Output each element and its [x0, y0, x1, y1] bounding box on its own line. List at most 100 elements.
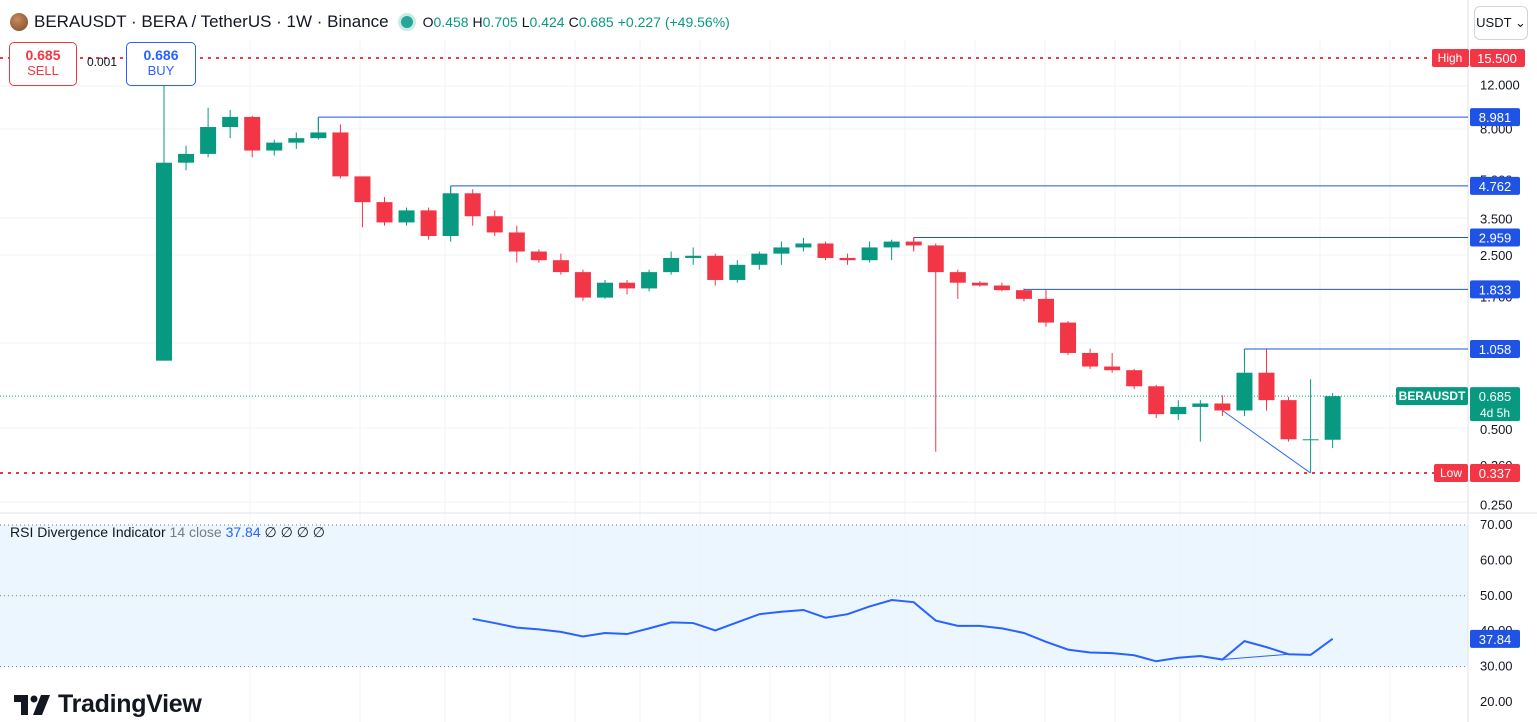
candle-body — [376, 202, 393, 223]
candle-body — [442, 193, 459, 237]
candle-body — [1236, 372, 1253, 411]
candle-body — [1082, 352, 1099, 367]
price-tick: 0.250 — [1480, 497, 1513, 512]
candle-body — [817, 243, 834, 258]
candle-body — [993, 285, 1010, 291]
market-status-icon[interactable] — [400, 16, 413, 28]
level-axis-label: 4.762 — [1479, 179, 1512, 194]
candle-body — [663, 257, 680, 273]
candle-body — [1170, 406, 1187, 415]
ohlc-open: O0.458 — [422, 14, 469, 30]
candle-body — [464, 193, 481, 217]
rsi-extra: ∅ — [312, 524, 325, 540]
currency-dropdown[interactable]: USDT ⌄ — [1474, 6, 1528, 40]
rsi-extra: ∅ — [296, 524, 309, 540]
candle-body — [861, 247, 878, 261]
divergence-line — [1222, 410, 1311, 474]
ohlc-change: +0.227 (+49.56%) — [617, 14, 730, 30]
symbol-title[interactable]: BERAUSDT · BERA / TetherUS · 1W · Binanc… — [34, 12, 389, 31]
tradingview-logo[interactable]: TradingView — [14, 690, 202, 719]
candle-body — [751, 253, 768, 265]
rsi-tick: 30.00 — [1480, 659, 1513, 674]
price-tick: 2.500 — [1480, 248, 1513, 263]
level-axis-label-bg — [1470, 176, 1520, 195]
candle-body — [949, 272, 966, 283]
candle-body — [1302, 439, 1319, 441]
candle-body — [288, 138, 305, 143]
candle-body — [332, 132, 349, 177]
candle-body — [1126, 370, 1143, 387]
candle-body — [1214, 403, 1231, 411]
sell-label: SELL — [27, 63, 59, 78]
candle-body — [641, 272, 658, 289]
brand-name: TradingView — [58, 690, 202, 718]
low-tag-bg — [1434, 464, 1468, 482]
candle-body — [927, 245, 944, 273]
rsi-value-tag: 37.84 — [1479, 632, 1512, 647]
sell-price: 0.685 — [25, 47, 61, 63]
candle-body — [619, 282, 636, 289]
sell-button[interactable]: 0.685 SELL — [9, 42, 77, 86]
candle-body — [1038, 298, 1054, 323]
rsi-line — [472, 599, 1334, 663]
current-price: 0.685 — [1479, 389, 1512, 404]
level-axis-label-bg — [1470, 228, 1520, 247]
buy-button[interactable]: 0.686 BUY — [126, 42, 196, 86]
candle-body — [685, 255, 702, 258]
candle-body — [707, 255, 724, 280]
rsi-extra: ∅ — [264, 524, 277, 540]
candle-body — [971, 282, 988, 286]
candle-body — [266, 142, 283, 151]
candle-body — [905, 241, 922, 246]
candle-body — [1324, 396, 1341, 440]
candle-body — [398, 210, 415, 223]
price-tick: 12.000 — [1480, 78, 1520, 93]
symbol-tag: BERAUSDT — [1399, 389, 1466, 403]
candle-body — [773, 247, 790, 254]
candle-body — [1192, 403, 1209, 407]
countdown: 4d 5h — [1480, 406, 1510, 420]
chart-header: BERAUSDT · BERA / TetherUS · 1W · Binanc… — [10, 10, 734, 34]
chevron-down-icon: ⌄ — [1514, 15, 1526, 30]
candle-body — [420, 210, 437, 237]
low-tag: Low — [1440, 466, 1462, 480]
price-tick: 3.500 — [1480, 211, 1513, 226]
symbol-tag-bg — [1396, 387, 1468, 406]
buy-price: 0.686 — [143, 47, 179, 63]
candle-body — [574, 272, 591, 298]
rsi-tick: 50.00 — [1480, 588, 1513, 603]
candle-body — [795, 243, 812, 248]
candle-body — [200, 127, 217, 154]
level-axis-label-bg — [1470, 108, 1520, 127]
level-axis-label-bg — [1470, 280, 1520, 299]
tradingview-icon — [14, 694, 50, 715]
candle-body — [552, 260, 569, 273]
ohlc-high: H0.705 — [472, 14, 518, 30]
rsi-divergence-line — [1222, 653, 1289, 661]
ohlc-close: C0.685 — [568, 14, 614, 30]
level-axis-label: 1.833 — [1479, 282, 1512, 297]
candle-body — [1258, 372, 1275, 401]
ohlc-low: L0.424 — [521, 14, 565, 30]
candle-body — [156, 162, 172, 361]
candle-body — [530, 251, 547, 261]
rsi-value-tag-bg — [1470, 629, 1520, 648]
candle-body — [354, 176, 371, 203]
rsi-tick: 60.00 — [1480, 552, 1513, 567]
candle-body — [1104, 366, 1121, 371]
level-axis-label-bg — [1470, 339, 1520, 358]
candle-body — [1015, 290, 1032, 299]
candle-body — [310, 132, 327, 139]
level-axis-label: 1.058 — [1479, 342, 1512, 357]
rsi-legend[interactable]: RSI Divergence Indicator 14 close 37.84 … — [10, 524, 325, 541]
low-value-bg — [1470, 464, 1520, 482]
high-tag: High — [1438, 51, 1463, 65]
level-axis-label: 8.981 — [1479, 110, 1512, 125]
rsi-value: 37.84 — [225, 524, 261, 540]
rsi-extra: ∅ — [280, 524, 293, 540]
candle-body — [1148, 386, 1165, 415]
low-value: 0.337 — [1479, 466, 1512, 481]
spread-value: 0.001 — [87, 55, 118, 69]
level-axis-label: 2.959 — [1479, 231, 1512, 246]
